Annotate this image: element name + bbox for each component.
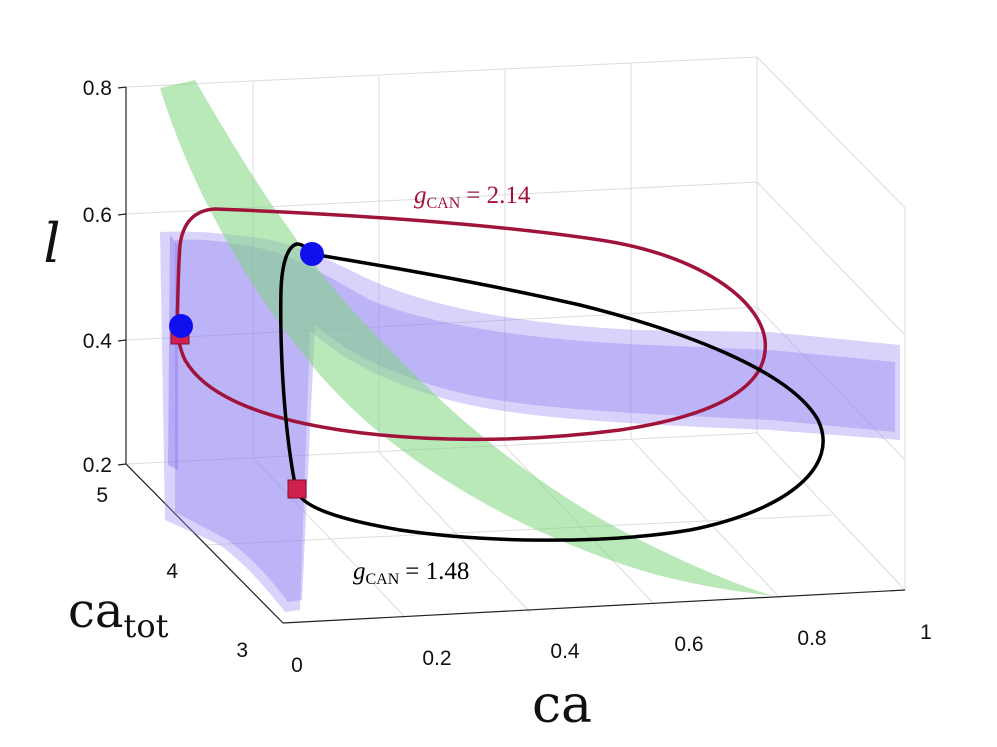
red-trajectory (175, 207, 768, 442)
z-tick-labels: 0.8 0.6 0.4 0.2 (83, 77, 113, 477)
x-tick-0.6: 0.6 (674, 633, 703, 656)
red-square-marker-black (287, 479, 307, 499)
y-tick-3: 3 (236, 639, 248, 662)
grid-lines (125, 56, 906, 624)
blue-circle-marker-red (169, 314, 193, 338)
x-tick-0.2: 0.2 (422, 647, 451, 670)
axis-lines (117, 86, 906, 624)
z-tick-0.6: 0.6 (83, 204, 112, 227)
x-tick-0.4: 0.4 (550, 640, 580, 663)
y-axis-label: catot (68, 583, 169, 645)
z-tick-0.8: 0.8 (83, 77, 112, 100)
x-tick-0.8: 0.8 (797, 627, 826, 650)
black-trajectory (278, 242, 825, 542)
y-axis-label-main: ca (68, 583, 124, 639)
x-tick-labels: 0 0.2 0.4 0.6 0.8 1 (291, 621, 932, 677)
black-trajectory-label: gCAN = 1.48 (353, 558, 469, 588)
y-tick-labels: 5 4 3 (96, 484, 248, 662)
red-trajectory-label: gCAN = 2.14 (414, 182, 531, 212)
z-tick-0.2: 0.2 (83, 454, 112, 477)
x-axis-label: ca (532, 675, 592, 735)
z-axis-label: l (43, 212, 60, 275)
y-tick-4: 4 (166, 560, 178, 583)
z-tick-0.4: 0.4 (83, 330, 113, 353)
y-tick-5: 5 (96, 484, 108, 507)
x-tick-0: 0 (291, 654, 303, 677)
green-surface (160, 80, 775, 596)
y-axis-label-sub: tot (124, 607, 169, 645)
markers (169, 242, 324, 499)
blue-circle-marker-black (300, 242, 324, 266)
x-tick-1: 1 (920, 621, 932, 644)
